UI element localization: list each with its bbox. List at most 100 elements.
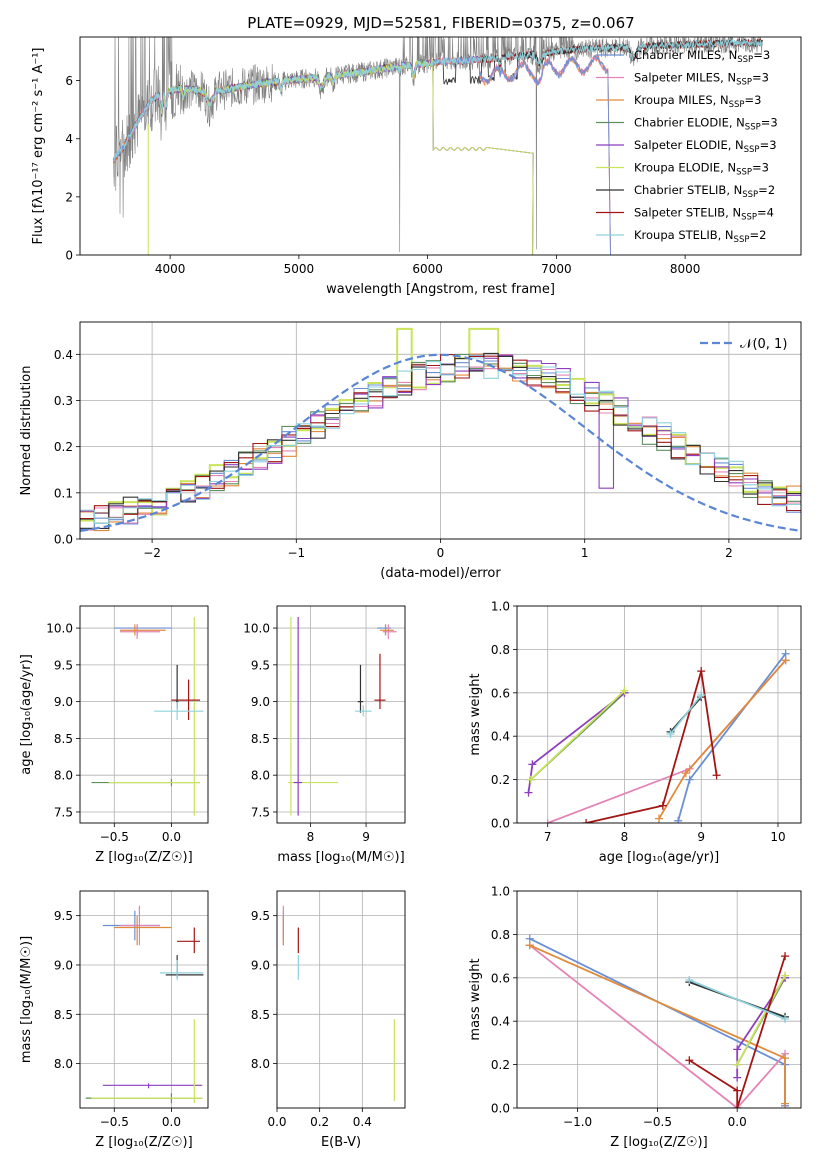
plot-area-residuals (80, 327, 801, 532)
legend-entry: Chabrier STELIB, NSSP=2 (634, 183, 775, 200)
y-tick-label: 9.0 (251, 958, 270, 972)
y-tick-label: 8.0 (54, 1057, 73, 1071)
weight-marker (620, 686, 629, 695)
legend-nssp-label: , N (728, 138, 744, 152)
legend-sub: SSP (741, 213, 757, 223)
x-tick-label: 8000 (670, 262, 701, 276)
panel-residuals: −2 −1 0 1 2 0.0 0.1 0.2 0.3 0.4 (data-model)/error… (19, 321, 802, 581)
x-tick-label: −0.5 (100, 830, 129, 844)
normal-curve (80, 353, 801, 532)
legend-nssp: 3 (770, 116, 777, 130)
x-tick-label: −0.5 (100, 1115, 129, 1129)
axes-frame (276, 890, 406, 1109)
legend-nssp: 3 (769, 138, 776, 152)
legend-entry: Chabrier MILES, NSSP=3 (634, 48, 770, 65)
x-tick-label: 9 (697, 830, 705, 844)
x-axis-label: mass [log₁₀(M/M☉)] (277, 850, 404, 865)
y-axis-label: mass [log₁₀(M/M☉)] (19, 936, 34, 1063)
axes-frame (79, 605, 209, 824)
legend-nssp: 3 (763, 48, 770, 62)
y-tick-label: 0.8 (491, 643, 510, 657)
plot-area-weight-age (524, 649, 790, 823)
data-point (293, 617, 303, 816)
panel-mass-ebv: 0.0 0.2 0.4 8.0 8.5 9.0 9.5 E(B-V) (251, 890, 406, 1150)
legend-name: Salpeter ELODIE (634, 138, 728, 152)
y-tick-label: 0.1 (54, 486, 73, 500)
x-tick-label: −1 (287, 546, 305, 560)
legend-eq: = (749, 228, 759, 242)
plot-area-spectrum (113, 37, 763, 255)
x-tick-label: −2 (143, 546, 161, 560)
y-tick-label: 7.5 (251, 805, 270, 819)
legend-nssp-label: , N (713, 93, 729, 107)
legend-name: Kroupa STELIB (634, 228, 718, 242)
legend-eq: = (744, 93, 754, 107)
y-tick-label: 0.6 (491, 971, 510, 985)
grid-weight-Z (517, 890, 801, 1109)
weight-marker (781, 1015, 790, 1024)
data-point (288, 617, 339, 816)
model-spectrum (113, 38, 763, 163)
data-point (102, 1083, 203, 1089)
legend-entry: Kroupa STELIB, NSSP=2 (634, 228, 766, 245)
legend-entry: Kroupa ELODIE, NSSP=3 (634, 161, 769, 178)
y-tick-label: 0 (65, 249, 73, 263)
grid-mass-ebv (276, 891, 405, 1108)
legend-residuals: 𝒩(0, 1) (700, 337, 787, 352)
data-point (160, 960, 204, 980)
legend-nssp: 3 (754, 93, 761, 107)
grid-age-Z (80, 606, 208, 823)
y-tick-label: 10.0 (243, 622, 270, 636)
x-tick-label: −0.5 (643, 1115, 672, 1129)
legend-entry: 𝒩(0, 1) (740, 337, 787, 352)
grid-age-mass (277, 606, 405, 823)
y-axis-label: age [log₁₀(age/yr)] (19, 654, 34, 775)
x-axis-label: Z [log₁₀(Z/Z☉)] (95, 1135, 192, 1150)
legend-name: Chabrier STELIB (634, 183, 726, 197)
legend-nssp-label: , N (725, 206, 741, 220)
data-point (120, 624, 160, 640)
legend-entry: Salpeter MILES, NSSP=3 (634, 71, 769, 88)
x-tick-label: 0.0 (162, 1115, 181, 1129)
weight-series (529, 944, 786, 1108)
axes-frame (516, 605, 802, 824)
y-tick-label: 9.0 (54, 958, 73, 972)
y-tick-label: 0.4 (54, 348, 73, 362)
legend-entry: Salpeter STELIB, NSSP=4 (634, 206, 774, 223)
weight-marker (528, 760, 537, 769)
panel-weight-age: 7 8 9 10 0.0 0.2 0.4 0.6 0.8 1.0 age [log₁₀(age/yr… (468, 600, 802, 865)
grid-mass-Z (80, 891, 208, 1108)
residual-histogram (80, 357, 801, 524)
y-tick-label: 0.0 (54, 533, 73, 547)
figure-title: PLATE=0929, MJD=52581, FIBERID=0375, z=0… (247, 14, 634, 32)
y-tick-label: 8.5 (251, 732, 270, 746)
weight-marker (525, 941, 534, 950)
grid-weight-age (517, 605, 801, 824)
x-tick-label: 0.4 (353, 1115, 372, 1129)
plot-area-mass-Z (85, 905, 204, 1104)
weight-marker (666, 730, 675, 739)
legend-sub: SSP (737, 55, 753, 65)
weight-marker (685, 975, 694, 984)
y-tick-label: 0.2 (491, 1058, 510, 1072)
axes-frame (79, 36, 802, 256)
legend-entry: Kroupa MILES, NSSP=3 (634, 93, 761, 110)
x-tick-label: 9 (362, 830, 370, 844)
y-tick-label: 9.5 (54, 658, 73, 672)
weight-series (585, 670, 718, 823)
y-axis-label: mass weight (468, 958, 483, 1040)
weight-series (688, 979, 786, 1020)
x-tick-label: 2 (725, 546, 733, 560)
axes-frame (79, 321, 802, 540)
y-tick-label: 1.0 (491, 600, 510, 614)
residual-histogram (80, 354, 801, 514)
y-tick-label: 9.5 (251, 909, 270, 923)
legend-sub: SSP (736, 78, 752, 88)
weight-marker (685, 775, 694, 784)
data-point (108, 617, 200, 816)
weight-series (658, 659, 787, 820)
legend-name: Kroupa MILES (634, 93, 713, 107)
panel-mass-Z: −0.5 0.0 8.0 8.5 9.0 9.5 Z [log₁₀(Z/Z☉)] mass [… (19, 890, 209, 1150)
y-tick-label: 9.0 (54, 695, 73, 709)
weight-series (530, 689, 626, 781)
